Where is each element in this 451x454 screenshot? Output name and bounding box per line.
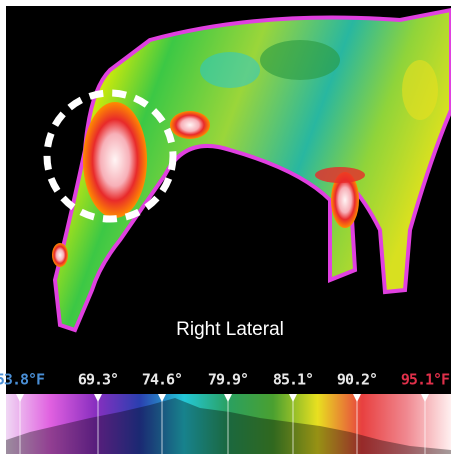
thermal-view: Right Lateral 53.8°F 69.3° 74.6° 79.9° 85.1°…	[0, 0, 451, 454]
view-label: Right Lateral	[176, 319, 284, 340]
scale-label: 74.6°	[142, 371, 182, 389]
scale-label: 53.8°F	[0, 371, 45, 389]
scale-label: 79.9°	[208, 371, 248, 389]
scale-label: 95.1°F	[401, 371, 450, 389]
scale-label: 69.3°	[78, 371, 118, 389]
scale-label: 90.2°	[337, 371, 377, 389]
scale-label: 85.1°	[273, 371, 313, 389]
